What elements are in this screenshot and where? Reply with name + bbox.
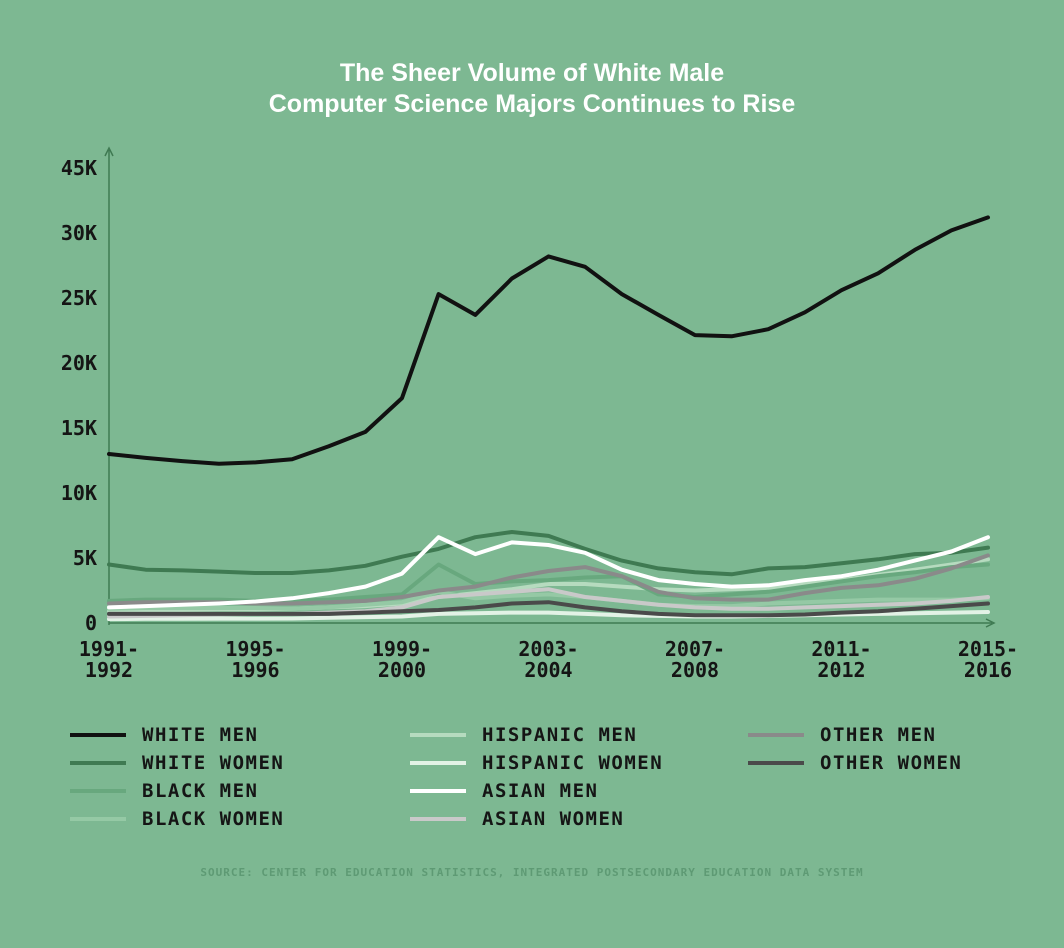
x-tick-label-top: 2007- [665,637,725,661]
legend-swatch [410,789,466,793]
legend-item: HISPANIC MEN [410,722,637,748]
legend-label: ASIAN WOMEN [482,808,625,830]
legend-label: BLACK MEN [142,780,259,802]
legend-label: WHITE MEN [142,724,259,746]
legend-label: ASIAN MEN [482,780,599,802]
x-tick-label-bottom: 2008 [671,658,719,682]
x-tick-label-top: 2011- [811,637,871,661]
legend-swatch [410,761,466,765]
x-tick-label-bottom: 1996 [231,658,279,682]
legend-label: OTHER WOMEN [820,752,963,774]
legend-label: WHITE WOMEN [142,752,285,774]
chart-title-line-2: Computer Science Majors Continues to Ris… [268,90,796,118]
legend-item: HISPANIC WOMEN [410,750,663,776]
legend-item: WHITE MEN [70,722,258,748]
legend-label: HISPANIC MEN [482,724,638,746]
legend-swatch [70,733,126,737]
legend-swatch [410,817,466,821]
x-tick-label-bottom: 1992 [85,658,133,682]
legend-item: ASIAN MEN [410,778,598,804]
legend-item: ASIAN WOMEN [410,806,624,832]
series-line-asian-men [107,535,990,610]
x-tick-label-top: 1999- [372,637,432,661]
y-tick-label: 0 [85,611,97,635]
x-tick-label-bottom: 2012 [817,658,865,682]
legend-item: WHITE WOMEN [70,750,284,776]
legend-swatch [410,733,466,737]
y-tick-label: 45K [61,156,97,180]
x-tick-label-top: 2015- [958,637,1018,661]
line-chart: 0 5K 10K 15K 20K 25K 30K 45K 1991-1992 1995-1996 1… [61,146,1018,682]
y-tick-label: 30K [61,221,97,245]
y-tick-label: 15K [61,416,97,440]
legend-swatch [748,761,804,765]
legend-item: OTHER MEN [748,722,936,748]
x-tick-label-bottom: 2000 [378,658,426,682]
chart-title-line-1: The Sheer Volume of White Male [339,59,725,87]
x-tick-label-bottom: 2016 [964,658,1012,682]
series-line-white-men [107,215,990,466]
x-tick-label-bottom: 2004 [524,658,572,682]
y-tick-label: 10K [61,481,97,505]
x-tick-label-top: 1995- [225,637,285,661]
source-note: SOURCE: CENTER FOR EDUCATION STATISTICS,… [200,866,864,879]
series-line-black-women [107,589,990,611]
legend-label: HISPANIC WOMEN [482,752,664,774]
y-tick-label: 25K [61,286,97,310]
legend-label: BLACK WOMEN [142,808,285,830]
series-line-other-women [107,600,990,618]
chart-title: The Sheer Volume of White Male Computer … [0,58,1064,120]
legend-swatch [70,789,126,793]
legend-label: OTHER MEN [820,724,937,746]
y-tick-label: 20K [61,351,97,375]
legend-item: BLACK MEN [70,778,258,804]
legend-item: OTHER WOMEN [748,750,962,776]
x-tick-label-top: 2003- [518,637,578,661]
series-line-white-women [107,530,990,577]
legend-swatch [70,761,126,765]
legend-swatch [70,817,126,821]
y-axis-arrow [104,146,114,157]
y-tick-label: 5K [73,546,97,570]
x-tick-label-top: 1991- [79,637,139,661]
legend-item: BLACK WOMEN [70,806,284,832]
legend-swatch [748,733,804,737]
x-axis-arrow [985,618,996,628]
